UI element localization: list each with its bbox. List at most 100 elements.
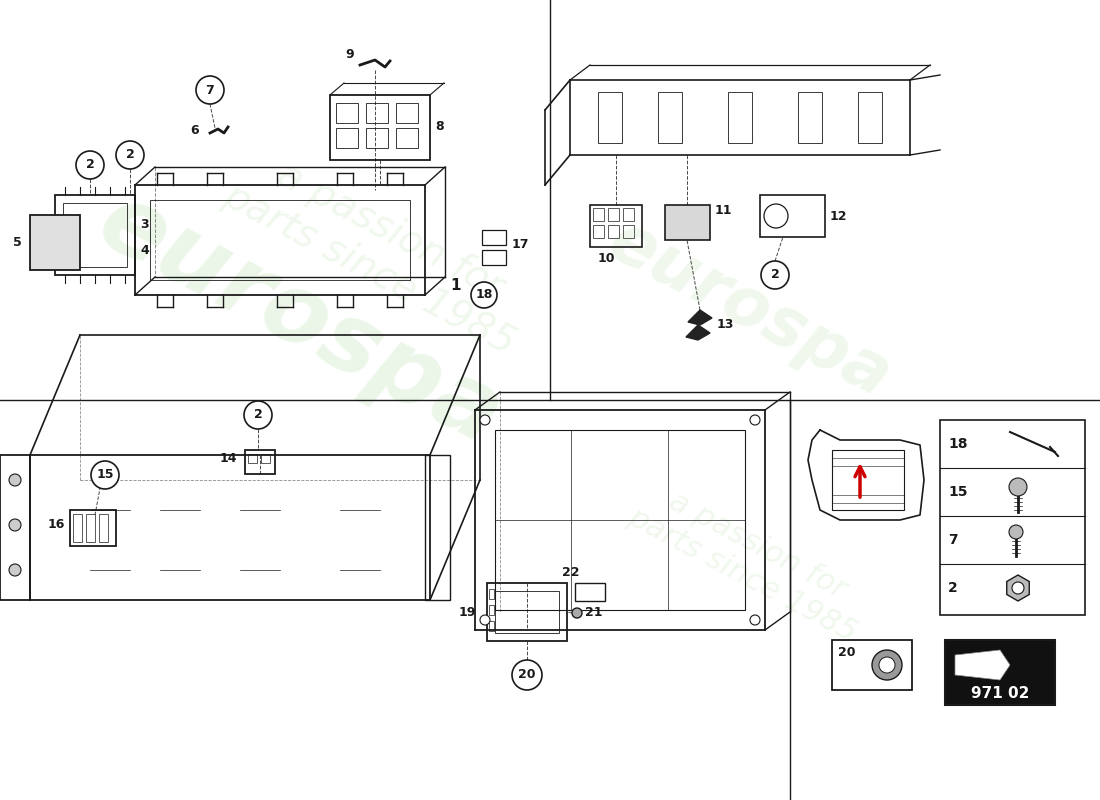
Bar [593,208,604,221]
Text: 2: 2 [125,149,134,162]
Bar [490,621,494,631]
Text: 11: 11 [715,203,733,217]
Circle shape [480,415,490,425]
Circle shape [480,615,490,625]
Text: 7: 7 [948,533,958,547]
Text: 19: 19 [459,606,476,618]
Bar [396,103,418,123]
Circle shape [872,650,902,680]
Bar [366,128,388,148]
Polygon shape [688,310,712,325]
Bar [490,605,494,615]
Circle shape [1009,478,1027,496]
Circle shape [9,564,21,576]
Bar [598,92,622,143]
Text: 2: 2 [86,158,95,171]
Bar [575,583,605,601]
Circle shape [879,657,895,673]
Text: 7: 7 [206,83,214,97]
Circle shape [91,461,119,489]
Bar [30,215,80,270]
Text: 8: 8 [434,121,443,134]
Text: a passion for
parts since 1985: a passion for parts since 1985 [218,138,542,362]
Circle shape [9,474,21,486]
Bar [940,420,1085,615]
Bar [70,510,116,546]
Bar [608,225,619,238]
Bar [396,128,418,148]
Bar [330,95,430,160]
Circle shape [1009,525,1023,539]
Text: 2: 2 [771,269,780,282]
Polygon shape [955,650,1010,680]
Bar [760,195,825,237]
Bar [425,455,450,600]
Bar [798,92,822,143]
Text: 6: 6 [190,123,199,137]
Bar [99,514,108,542]
Bar [495,430,745,610]
Bar [832,450,904,510]
Circle shape [244,401,272,429]
Bar [666,205,710,240]
Polygon shape [686,325,710,340]
Bar [261,454,270,463]
Bar [593,225,604,238]
Text: 17: 17 [512,238,529,251]
Bar [490,589,494,599]
Circle shape [76,151,104,179]
Text: 16: 16 [48,518,65,530]
Text: 9: 9 [345,49,353,62]
Text: 20: 20 [518,669,536,682]
Bar [245,450,275,474]
Text: 2: 2 [254,409,263,422]
Circle shape [471,282,497,308]
Bar [482,230,506,245]
Bar [336,103,358,123]
Circle shape [116,141,144,169]
Bar [858,92,882,143]
Text: 10: 10 [598,253,616,266]
Bar [248,454,257,463]
Bar [608,208,619,221]
Text: 5: 5 [13,235,22,249]
Bar [336,128,358,148]
Circle shape [750,615,760,625]
Text: 20: 20 [838,646,856,658]
Text: 13: 13 [717,318,735,331]
Text: a passion for
parts since 1985: a passion for parts since 1985 [623,473,877,647]
Bar [482,250,506,265]
Polygon shape [1006,575,1030,601]
Bar [55,195,135,275]
Bar [590,205,642,247]
Bar [945,640,1055,705]
Bar [623,208,634,221]
Bar [623,225,634,238]
Bar [86,514,95,542]
Bar [832,640,912,690]
Text: 18: 18 [948,437,968,451]
Circle shape [750,415,760,425]
Circle shape [1012,582,1024,594]
Text: eurospa: eurospa [82,175,517,465]
Bar [487,583,566,641]
Bar [73,514,82,542]
Text: 22: 22 [562,566,580,579]
Text: 2: 2 [948,581,958,595]
Text: 4: 4 [140,243,148,257]
Circle shape [196,76,224,104]
Bar [150,200,410,280]
Circle shape [512,660,542,690]
Text: 1: 1 [450,278,461,293]
Text: eurospa: eurospa [597,208,902,412]
Circle shape [761,261,789,289]
Bar [63,203,126,267]
Text: 12: 12 [830,210,847,222]
Bar [0,455,30,600]
Text: 21: 21 [585,606,603,619]
Circle shape [572,608,582,618]
Bar [658,92,682,143]
Text: 14: 14 [220,451,238,465]
Text: 15: 15 [97,469,113,482]
Bar [366,103,388,123]
